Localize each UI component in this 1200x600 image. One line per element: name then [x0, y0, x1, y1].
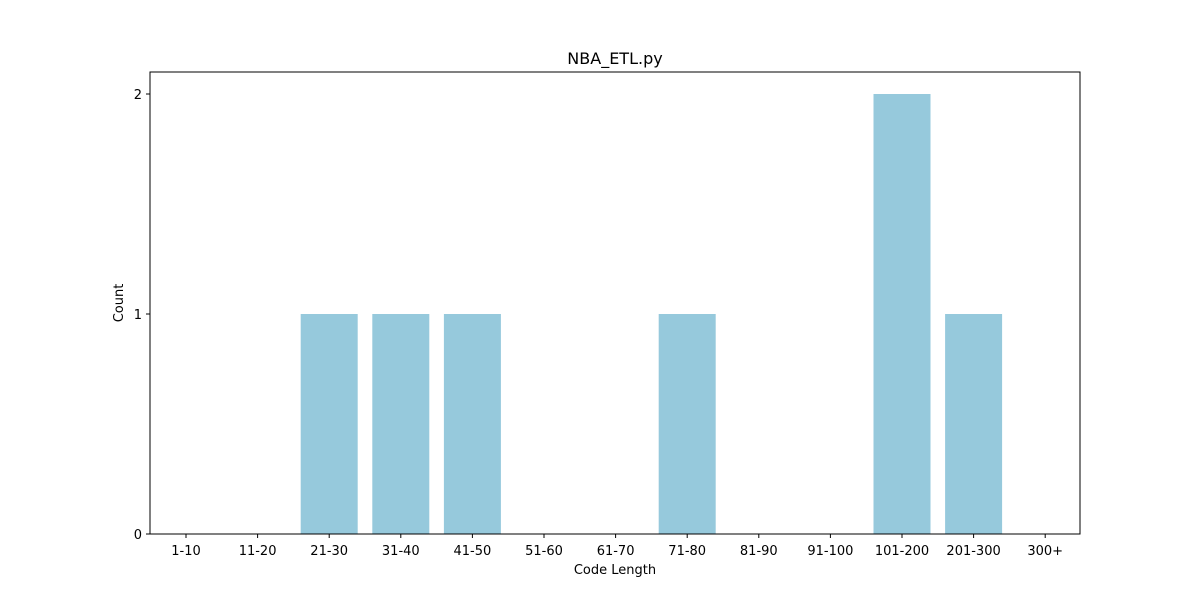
chart-title: NBA_ETL.py: [567, 49, 662, 69]
x-tick-label: 61-70: [597, 544, 635, 559]
x-tick-label: 91-100: [807, 544, 853, 559]
x-tick-label: 300+: [1027, 544, 1063, 559]
x-tick-label: 1-10: [171, 544, 201, 559]
y-axis-label: Count: [112, 284, 127, 323]
plot-frame: [149, 71, 1081, 535]
x-tick-label: 101-200: [875, 544, 929, 559]
bar-201-300: [945, 314, 1003, 534]
x-tick-label: 11-20: [239, 544, 277, 559]
y-axis-ticks: 0 1 2: [134, 88, 150, 543]
x-tick-label: 41-50: [454, 544, 492, 559]
x-tick-label: 71-80: [668, 544, 706, 559]
bar-71-80: [658, 314, 716, 534]
bar-21-30: [300, 314, 358, 534]
y-tick-label: 1: [134, 308, 142, 323]
bars-group: [300, 94, 1003, 534]
x-tick-label: 201-300: [946, 544, 1000, 559]
x-tick-label: 81-90: [740, 544, 778, 559]
bar-31-40: [372, 314, 430, 534]
bar-41-50: [443, 314, 501, 534]
x-tick-label: 31-40: [382, 544, 420, 559]
x-axis-label: Code Length: [574, 563, 656, 578]
bar-101-200: [873, 94, 931, 534]
x-axis-ticks: 1-10 11-20 21-30 31-40 41-50 51-60 61-70 71-80 8…: [171, 534, 1063, 559]
x-tick-label: 21-30: [310, 544, 348, 559]
y-tick-label: 0: [134, 528, 142, 543]
x-tick-label: 51-60: [525, 544, 563, 559]
y-tick-label: 2: [134, 88, 142, 103]
